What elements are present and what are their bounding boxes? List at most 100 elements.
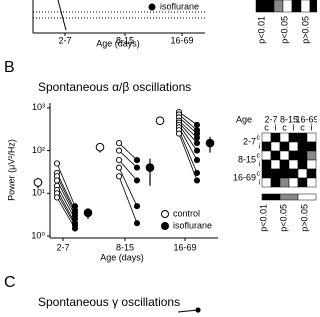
legend-label: isoflurane — [160, 1, 199, 11]
column-group-label: 16-69 — [295, 114, 317, 124]
pair-line — [56, 193, 76, 226]
row-condition-label: c — [257, 134, 261, 141]
matrix-cell — [255, 0, 266, 13]
matrix-cell — [297, 159, 308, 170]
x-axis-label: Age (days) — [96, 38, 140, 48]
data-point — [115, 173, 123, 180]
data-point — [71, 225, 79, 232]
column-condition-label: i — [275, 122, 277, 132]
data-point — [53, 194, 61, 201]
matrix-cell — [297, 168, 308, 179]
y-tick-label: 10² — [32, 145, 45, 155]
x-tick-label: 2-7 — [56, 242, 69, 252]
scale-swatch — [279, 193, 299, 201]
data-point — [193, 121, 201, 128]
chart-title: Spontaneous γ oscillations — [38, 295, 180, 309]
trace — [57, 0, 67, 31]
row-group-label: 2-7 — [243, 136, 256, 146]
pair-line — [178, 130, 198, 174]
matrix-cell — [279, 141, 290, 152]
scale-label: p<0.01 — [256, 16, 266, 44]
matrix-cell — [297, 132, 308, 143]
corner-label: Age — [236, 114, 252, 124]
matrix-cell — [288, 177, 299, 188]
matrix-cell — [264, 0, 275, 13]
x-tick-label: 16-69 — [170, 35, 193, 45]
data-point — [193, 134, 201, 141]
data-point — [115, 164, 123, 171]
matrix-cell — [261, 132, 272, 143]
pair-line — [178, 127, 198, 161]
panel-label: C — [4, 274, 16, 291]
matrix-cell — [270, 168, 281, 179]
matrix-cell — [297, 141, 308, 152]
matrix-cell — [279, 159, 290, 170]
data-point — [193, 157, 201, 164]
mean-point — [33, 178, 43, 187]
matrix-cell — [291, 0, 302, 13]
data-point — [115, 157, 123, 164]
data-point — [133, 220, 141, 227]
pair-line — [118, 150, 138, 168]
matrix-cell — [273, 0, 284, 13]
matrix-cell — [306, 168, 317, 179]
matrix-cell — [279, 150, 290, 161]
x-tick-label: 16-69 — [173, 242, 196, 252]
column-condition-label: c — [282, 122, 287, 132]
scale-label: p>0.05 — [299, 204, 309, 232]
matrix-cell — [306, 141, 317, 152]
matrix-cell — [282, 0, 293, 13]
matrix-cell — [288, 132, 299, 143]
y-tick-label: 10³ — [32, 102, 45, 112]
pair-line — [118, 167, 138, 207]
data-point — [193, 169, 201, 176]
scale-swatch — [297, 193, 317, 201]
data-point — [53, 160, 61, 167]
data-point — [115, 147, 123, 154]
row-condition-label: i — [258, 143, 260, 150]
pair-line — [118, 176, 138, 224]
scale-label: p>0.05 — [300, 16, 310, 44]
row-condition-label: c — [257, 170, 261, 177]
matrix-cell — [261, 168, 272, 179]
x-tick-label: 8-15 — [116, 35, 134, 45]
row-condition-label: i — [258, 161, 260, 168]
matrix-cell — [306, 159, 317, 170]
mean-point — [205, 138, 215, 148]
matrix-cell — [279, 177, 290, 188]
matrix-cell — [297, 150, 308, 161]
legend-marker — [161, 222, 169, 230]
matrix-cell — [270, 132, 281, 143]
y-tick-label: 10⁰ — [31, 230, 45, 240]
pair-line — [56, 163, 76, 207]
data-point — [193, 177, 201, 184]
trace-point — [195, 307, 201, 313]
data-point — [133, 164, 141, 171]
row-group-label: 8-15 — [238, 154, 256, 164]
pair-line — [178, 117, 198, 134]
matrix-cell — [288, 141, 299, 152]
mean-point — [83, 208, 93, 218]
legend-marker — [148, 3, 156, 11]
legend-label: isoflurane — [173, 220, 212, 230]
matrix-cell — [270, 150, 281, 161]
column-condition-label: c — [264, 122, 269, 132]
column-group-label: 8-15 — [280, 114, 298, 124]
data-point — [133, 157, 141, 164]
scale-label: p<0.05 — [279, 16, 289, 44]
panel-label: B — [4, 59, 15, 76]
matrix-cell — [288, 159, 299, 170]
pair-line — [56, 185, 76, 220]
x-tick-label: 2-7 — [58, 35, 71, 45]
matrix-cell — [288, 150, 299, 161]
pair-line — [56, 189, 76, 224]
matrix-cell — [261, 159, 272, 170]
row-condition-label: c — [257, 152, 261, 159]
row-condition-label: i — [258, 179, 260, 186]
trace — [177, 309, 199, 313]
column-condition-label: i — [293, 122, 295, 132]
data-point — [175, 130, 183, 137]
matrix-cell — [261, 177, 272, 188]
pair-line — [178, 122, 198, 144]
